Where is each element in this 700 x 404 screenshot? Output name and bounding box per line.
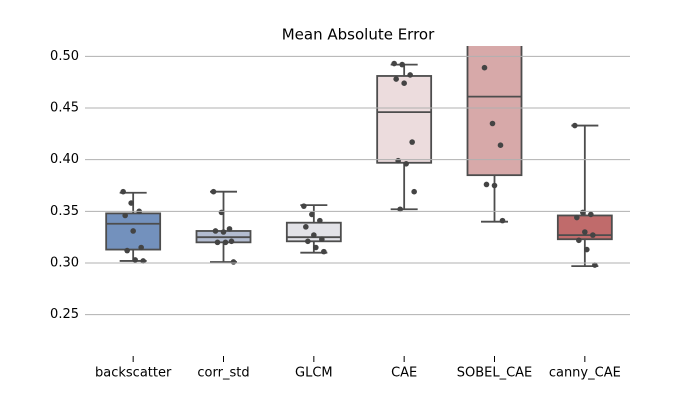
data-point xyxy=(409,139,415,145)
data-point xyxy=(226,226,233,232)
data-point xyxy=(499,217,506,224)
data-point xyxy=(214,239,221,246)
data-point xyxy=(393,76,399,82)
data-point xyxy=(411,188,417,195)
x-tick-label: CAE xyxy=(391,366,417,381)
data-point xyxy=(128,200,134,206)
data-point xyxy=(407,72,413,78)
data-point xyxy=(303,224,309,230)
data-point xyxy=(319,236,325,243)
data-point xyxy=(576,237,582,244)
data-point xyxy=(122,212,128,219)
data-point xyxy=(311,232,317,238)
data-point xyxy=(140,258,146,264)
data-point xyxy=(120,188,126,195)
box xyxy=(285,221,342,243)
data-point xyxy=(580,209,586,216)
chart-title: Mean Absolute Error xyxy=(282,26,435,44)
y-tick-label: 0.50 xyxy=(50,49,79,64)
data-point xyxy=(397,206,403,213)
data-point xyxy=(138,244,144,251)
data-point xyxy=(313,244,319,251)
box xyxy=(466,46,523,177)
data-point xyxy=(230,259,237,265)
data-point xyxy=(228,238,235,245)
data-point xyxy=(305,238,311,245)
data-point xyxy=(317,217,323,224)
x-tick-label: corr_std xyxy=(197,366,249,381)
data-point xyxy=(401,80,407,86)
data-point xyxy=(497,142,504,148)
data-point xyxy=(584,246,590,253)
data-point xyxy=(321,248,327,255)
x-tick-label: SOBEL_CAE xyxy=(457,366,533,381)
y-tick-label: 0.30 xyxy=(50,256,79,271)
data-point xyxy=(592,262,598,268)
data-point xyxy=(130,228,136,234)
data-point xyxy=(301,203,307,209)
data-point xyxy=(222,239,229,246)
data-point xyxy=(212,228,219,234)
data-point xyxy=(590,232,596,238)
data-point xyxy=(399,61,405,68)
data-point xyxy=(210,188,217,195)
data-point xyxy=(582,229,588,235)
plot-area xyxy=(105,46,613,268)
y-tick-label: 0.45 xyxy=(50,101,79,116)
data-point xyxy=(491,182,498,189)
data-point xyxy=(220,229,227,235)
y-tick-label: 0.35 xyxy=(50,204,79,219)
data-point xyxy=(124,247,130,254)
data-point xyxy=(395,157,401,164)
data-point xyxy=(483,181,490,188)
x-tick-label: backscatter xyxy=(95,366,172,381)
y-tick-label: 0.25 xyxy=(50,307,79,322)
data-point xyxy=(218,209,225,216)
data-point xyxy=(309,211,315,218)
data-point xyxy=(391,60,397,67)
data-point xyxy=(132,257,138,263)
x-tick-label: GLCM xyxy=(295,366,333,381)
x-tick-label: canny_CAE xyxy=(549,366,621,381)
data-point xyxy=(403,161,409,167)
data-point xyxy=(572,122,578,129)
y-tick-label: 0.40 xyxy=(50,152,79,167)
data-point xyxy=(574,214,580,221)
data-point xyxy=(489,120,496,127)
box xyxy=(376,75,433,164)
data-point xyxy=(588,211,594,218)
data-point xyxy=(481,64,488,71)
box xyxy=(556,214,613,241)
